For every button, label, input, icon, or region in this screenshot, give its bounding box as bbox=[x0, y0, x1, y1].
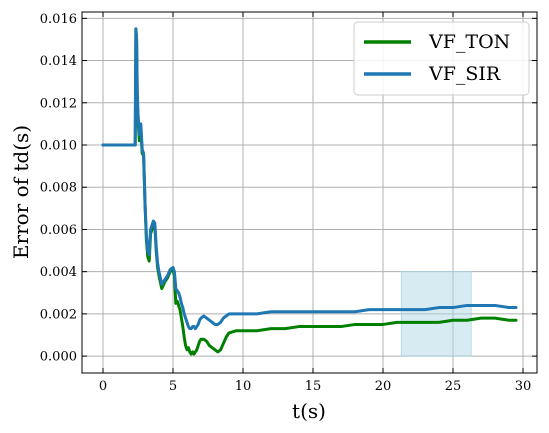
x-tick-label: 20 bbox=[375, 379, 392, 394]
x-tick-label: 10 bbox=[235, 379, 252, 394]
y-tick-label: 0.012 bbox=[40, 96, 77, 111]
x-tick-label: 5 bbox=[169, 379, 177, 394]
legend: VF_TON VF_SIR bbox=[353, 21, 530, 96]
x-tick-label: 25 bbox=[445, 379, 462, 394]
series-line-vf-sir bbox=[101, 27, 518, 331]
y-tick-label: 0.008 bbox=[40, 181, 77, 196]
axis-ticks: 0 5 10 15 20 25 30 0.000 0.002 0.004 0.006 0.008 0.0… bbox=[40, 12, 537, 394]
y-tick-label: 0.016 bbox=[40, 12, 77, 27]
series-line-vf-ton bbox=[101, 27, 518, 356]
y-tick-label: 0.010 bbox=[40, 139, 77, 154]
highlight-region bbox=[400, 271, 472, 357]
legend-label-vf-ton: VF_TON bbox=[428, 31, 510, 53]
x-tick-label: 30 bbox=[515, 379, 532, 394]
legend-label-vf-sir: VF_SIR bbox=[428, 63, 501, 85]
y-axis-label: Error of td(s) bbox=[9, 125, 33, 259]
x-axis-label: t(s) bbox=[292, 399, 326, 423]
y-tick-label: 0.002 bbox=[40, 307, 77, 322]
x-tick-label: 15 bbox=[305, 379, 322, 394]
y-tick-label: 0.014 bbox=[40, 54, 77, 69]
y-tick-label: 0.000 bbox=[40, 350, 77, 365]
plot-frame bbox=[81, 11, 538, 374]
y-tick-label: 0.004 bbox=[40, 265, 77, 280]
x-tick-label: 0 bbox=[99, 379, 107, 394]
y-tick-label: 0.006 bbox=[40, 223, 77, 238]
series-layer bbox=[101, 27, 518, 356]
